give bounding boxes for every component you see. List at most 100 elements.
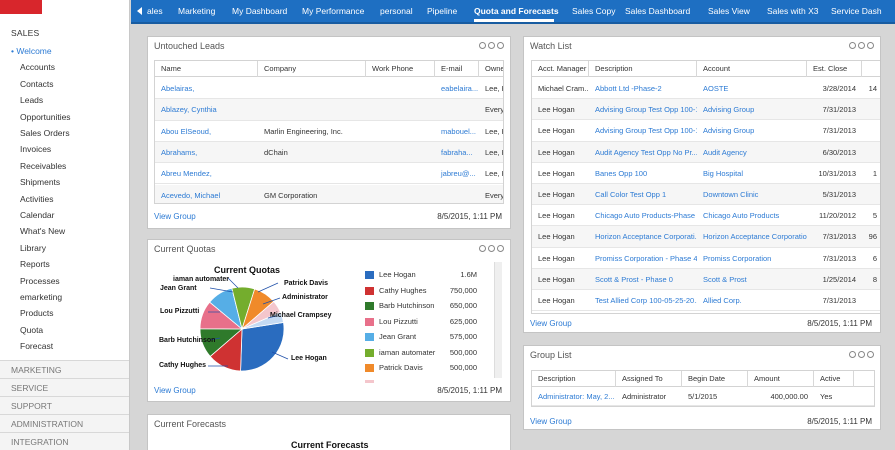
table-row[interactable]: Lee Hogan Horizon Acceptance Corporati...…	[532, 226, 880, 248]
cell-link[interactable]: Acevedo, Michael	[161, 190, 221, 200]
table-row[interactable]: Abreu Mendez, jabreu@... Lee, K	[155, 163, 503, 185]
cell-link[interactable]: mabouel...	[441, 126, 477, 136]
cell-link[interactable]: Audit Agency	[703, 147, 747, 157]
table-row[interactable]: Lee Hogan Audit Agency Test Opp No Pr... A…	[532, 141, 880, 163]
sidebar-item-quota[interactable]: Quota	[20, 324, 44, 335]
cell-link[interactable]: Banes Opp 100	[595, 168, 648, 178]
tab-sales-view[interactable]: Sales View	[708, 6, 750, 16]
cell-link[interactable]: Call Color Test Opp 1	[595, 190, 667, 199]
cell-link[interactable]: Audit Agency Test Opp No Pr...	[595, 147, 697, 157]
cell-link[interactable]: Abrahams,	[161, 147, 198, 157]
table-row[interactable]: Ablazey, Cynthia Every	[155, 99, 503, 121]
legend-item[interactable]: Lee Hogan 1.6M	[365, 270, 477, 280]
legend-item[interactable]: Lou Pizzutti 625,000	[365, 317, 477, 327]
cell-link[interactable]: Allied Corp.	[703, 296, 742, 305]
sidebar-item-welcome[interactable]: • Welcome	[11, 46, 52, 56]
legend-scrollbar[interactable]	[494, 262, 502, 378]
sidebar-item-reports[interactable]: Reports	[20, 259, 50, 270]
refresh-icon[interactable]	[479, 42, 486, 49]
column-header[interactable]: Account	[697, 61, 807, 77]
cell-link[interactable]: Administrator: May, 2...	[538, 392, 615, 401]
sidebar-item-library[interactable]: Library	[20, 242, 46, 253]
sidebar-section-support[interactable]: SUPPORT	[0, 396, 129, 414]
sidebar-item-leads[interactable]: Leads	[20, 95, 44, 106]
close-icon[interactable]	[867, 42, 874, 49]
column-header[interactable]: Owne	[479, 61, 503, 77]
table-row[interactable]: Acevedo, Michael GM Corporation Every	[155, 184, 503, 203]
legend-item[interactable]: Cathy Hughes 750,000	[365, 286, 477, 296]
cell-link[interactable]: Abreu Mendez,	[161, 169, 212, 179]
cell-link[interactable]: Scott & Prost - Phase 0	[595, 274, 673, 284]
sidebar-item-sales-orders[interactable]: Sales Orders	[20, 128, 70, 138]
table-row[interactable]: Michael Cram... Abbott Ltd -Phase-2 AOSTE 3…	[532, 78, 880, 100]
table-row[interactable]: Abelairas, eabelaira... Lee, K	[155, 78, 503, 100]
table-row[interactable]: Lee Hogan Promiss Corporation - Phase 4 Pr…	[532, 248, 880, 269]
column-header[interactable]: E-mail	[435, 61, 479, 77]
settings-gear-icon[interactable]	[488, 42, 495, 49]
sidebar-section-service[interactable]: SERVICE	[0, 378, 129, 396]
column-header[interactable]: Work Phone	[366, 61, 435, 77]
app-logo[interactable]	[0, 0, 42, 14]
legend-item[interactable]: iaman automater 500,000	[365, 348, 477, 358]
cell-link[interactable]: Ablazey, Cynthia	[161, 105, 217, 115]
cell-link[interactable]: Horizon Acceptance Corporati...	[595, 232, 697, 242]
cell-link[interactable]: Promiss Corporation - Phase 4	[595, 253, 697, 263]
tab-my-performance[interactable]: My Performance	[302, 6, 365, 16]
column-header[interactable]: Amount	[748, 371, 814, 387]
table-row[interactable]: Lee Hogan Call Color Test Opp 1 Downtown C…	[532, 184, 880, 206]
cell-link[interactable]: Abbott Ltd -Phase-2	[595, 84, 662, 93]
cell-link[interactable]: Advising Group	[703, 105, 755, 115]
cell-link[interactable]: Chicago Auto Products	[703, 211, 780, 221]
refresh-icon[interactable]	[849, 351, 856, 358]
sidebar-item-what-s-new[interactable]: What's New	[20, 226, 66, 237]
table-row[interactable]: Lee Hogan Banes Opp 100 Big Hospital 10/31/…	[532, 163, 880, 184]
column-header[interactable]: Acct. Manager	[532, 61, 589, 77]
view-group-link[interactable]: View Group	[530, 417, 572, 426]
sidebar-item-emarketing[interactable]: emarketing	[20, 292, 63, 302]
cell-link[interactable]: jabreu@...	[441, 169, 476, 179]
cell-link[interactable]: Abelairas,	[161, 84, 195, 93]
table-row[interactable]: Lee Hogan Test Allied Corp 100-05-25-20..…	[532, 290, 880, 312]
sidebar-item-accounts[interactable]: Accounts	[20, 62, 55, 73]
sidebar-item-calendar[interactable]: Calendar	[20, 210, 55, 220]
table-row[interactable]: Administrator: May, 2... Administrator 5/1…	[532, 388, 874, 406]
tab-sales-dashboard[interactable]: Sales Dashboard	[625, 6, 691, 16]
cell-link[interactable]: Downtown Clinic	[703, 190, 759, 199]
legend-item[interactable]: Jean Grant 575,000	[365, 332, 477, 342]
table-row[interactable]: Lee Hogan Advising Group Test Opp 100-1 Ad…	[532, 99, 880, 121]
close-icon[interactable]	[497, 42, 504, 49]
tab-service-dash[interactable]: Service Dash	[831, 6, 882, 16]
cell-link[interactable]: eabelaira...	[441, 84, 479, 93]
nav-scroll-left-icon[interactable]	[137, 7, 142, 15]
table-row[interactable]: Lee Hogan Chicago Auto Products-Phase I Ch…	[532, 205, 880, 227]
column-header[interactable]: Est. Close	[807, 61, 862, 77]
tab-pipeline[interactable]: Pipeline	[427, 6, 458, 16]
refresh-icon[interactable]	[479, 245, 486, 252]
cell-link[interactable]: fabraha...	[441, 147, 473, 157]
cell-link[interactable]: Horizon Acceptance Corporation	[703, 232, 807, 242]
settings-gear-icon[interactable]	[488, 245, 495, 252]
legend-item[interactable]: Barb Hutchinson 650,000	[365, 301, 477, 311]
column-header[interactable]: Name	[155, 61, 258, 77]
table-row[interactable]: Abou ElSeoud, Marlin Engineering, Inc. mab…	[155, 121, 503, 142]
sidebar-item-opportunities[interactable]: Opportunities	[20, 111, 71, 122]
cell-link[interactable]: Advising Group Test Opp 100-1	[595, 105, 697, 115]
sidebar-section-marketing[interactable]: MARKETING	[0, 360, 129, 378]
sidebar-item-products[interactable]: Products	[20, 308, 54, 319]
sidebar-section-integration[interactable]: INTEGRATION	[0, 432, 129, 450]
cell-link[interactable]: Scott & Prost	[703, 274, 747, 284]
column-header[interactable]: Assigned To	[616, 371, 682, 387]
sidebar-section-administration[interactable]: ADMINISTRATION	[0, 414, 129, 432]
tab-my-dashboard[interactable]: My Dashboard	[232, 6, 288, 16]
view-group-link[interactable]: View Group	[530, 319, 572, 328]
column-header[interactable]: Description	[589, 61, 697, 77]
sidebar-item-invoices[interactable]: Invoices	[20, 144, 52, 155]
cell-link[interactable]: Chicago Auto Products-Phase I	[595, 211, 697, 221]
close-icon[interactable]	[497, 245, 504, 252]
view-group-link[interactable]: View Group	[154, 386, 196, 395]
cell-link[interactable]: Advising Group Test Opp 100-1	[595, 126, 697, 136]
cell-link[interactable]: Promiss Corporation	[703, 253, 772, 263]
legend-item[interactable]	[365, 379, 477, 383]
sidebar-section-sales[interactable]: SALES	[11, 28, 40, 38]
tab-marketing[interactable]: Marketing	[178, 6, 216, 16]
